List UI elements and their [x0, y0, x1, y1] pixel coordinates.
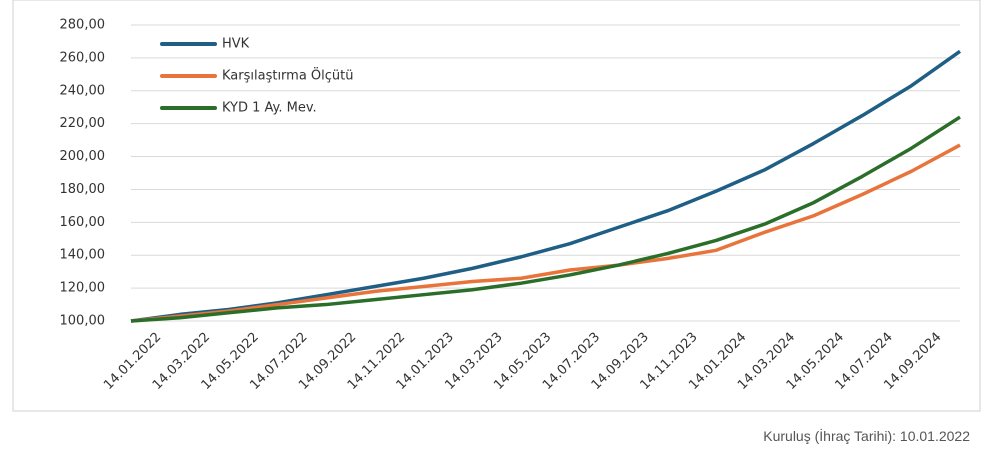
y-tick-label: 280,00 — [60, 18, 106, 33]
y-tick-label: 220,00 — [60, 116, 106, 131]
legend-label: HVK — [222, 37, 250, 52]
legend-label: KYD 1 Ay. Mev. — [222, 101, 317, 116]
legend-label: Karşılaştırma Ölçütü — [222, 67, 354, 84]
y-tick-label: 140,00 — [60, 248, 106, 263]
y-tick-label: 100,00 — [60, 314, 106, 329]
y-tick-label: 160,00 — [60, 215, 106, 230]
series-line — [130, 143, 961, 323]
y-tick-label: 240,00 — [60, 83, 106, 98]
y-tick-label: 180,00 — [60, 182, 106, 197]
series-line — [130, 115, 961, 323]
y-tick-label: 200,00 — [60, 149, 106, 164]
chart-frame — [12, 0, 981, 412]
footer: Kuruluş (İhraç Tarihi): 10.01.2022 — [763, 428, 970, 444]
y-tick-label: 120,00 — [60, 281, 106, 296]
y-tick-label: 260,00 — [60, 50, 106, 65]
chart: 100,00 120,00 140,00 160,00 180,00 200,00 220,… — [12, 0, 981, 412]
